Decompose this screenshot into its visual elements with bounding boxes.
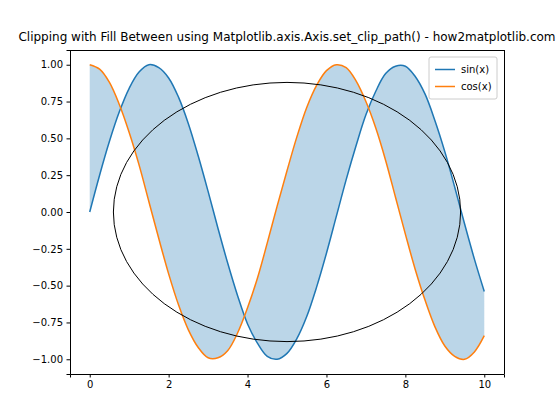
x-tick: 8 xyxy=(403,374,409,390)
y-tick-label: 1.00 xyxy=(41,59,63,70)
x-tick-label: 10 xyxy=(478,379,491,390)
y-tick: −0.75 xyxy=(32,317,70,328)
y-tick-label: 0.75 xyxy=(41,96,63,107)
x-tick: 2 xyxy=(166,374,172,390)
x-tick-label: 2 xyxy=(166,379,172,390)
plot-area xyxy=(90,65,485,360)
legend-swatch xyxy=(435,86,455,88)
x-axis: 0 2 4 6 8 10 xyxy=(71,374,505,390)
legend-label: sin(x) xyxy=(461,64,489,75)
ellipse xyxy=(113,82,460,341)
frame-top xyxy=(70,50,504,51)
x-tick-label: 4 xyxy=(245,379,251,390)
line xyxy=(90,65,485,360)
legend: sin(x) cos(x) xyxy=(429,57,497,99)
title: Clipping with Fill Between using Matplot… xyxy=(18,30,555,44)
y-tick-mark xyxy=(67,138,71,139)
x-tick: 6 xyxy=(324,374,330,390)
y-tick: 0.25 xyxy=(41,170,70,181)
y-tick-mark xyxy=(67,102,71,103)
y-tick-label: 0.50 xyxy=(41,133,63,144)
x-tick-mark xyxy=(248,374,249,378)
y-tick-label: −0.75 xyxy=(32,317,63,328)
x-tick-label: 6 xyxy=(324,379,330,390)
y-tick-mark xyxy=(67,212,71,213)
y-tick: −0.25 xyxy=(32,244,70,255)
y-tick: 0.00 xyxy=(41,207,70,218)
x-axis-line xyxy=(71,375,505,378)
x-tick-mark xyxy=(484,374,485,378)
y-tick-mark xyxy=(67,359,71,360)
y-tick: 1.00 xyxy=(41,59,70,70)
chart: 0 2 4 6 8 10 −1.00 −0.75 −0.50 −0.25 0.00 0.25 0.50 0… xyxy=(0,0,560,420)
y-tick-mark xyxy=(67,175,71,176)
fill-between xyxy=(90,65,485,360)
y-tick-mark xyxy=(67,322,71,323)
frame-right xyxy=(504,50,505,374)
x-tick-mark xyxy=(169,374,170,378)
y-tick: 0.50 xyxy=(41,133,70,144)
plot-background xyxy=(70,50,504,374)
y-tick-label: 0.00 xyxy=(41,207,63,218)
x-tick: 0 xyxy=(87,374,93,390)
y-axis: −1.00 −0.75 −0.50 −0.25 0.00 0.25 0.50 0.75 1.00 xyxy=(32,51,70,375)
legend-box xyxy=(429,57,497,99)
legend-label: cos(x) xyxy=(461,81,492,92)
x-tick-mark xyxy=(90,374,91,378)
line xyxy=(90,65,485,360)
x-tick-label: 8 xyxy=(403,379,409,390)
y-tick-mark xyxy=(67,286,71,287)
y-tick-label: 0.25 xyxy=(41,170,63,181)
y-tick-mark xyxy=(67,249,71,250)
y-tick: −1.00 xyxy=(32,354,70,365)
y-tick-label: −0.25 xyxy=(32,244,63,255)
y-axis-line xyxy=(67,51,71,375)
x-tick: 4 xyxy=(245,374,251,390)
x-tick-label: 0 xyxy=(87,379,93,390)
y-tick: −0.50 xyxy=(32,280,70,291)
x-tick: 10 xyxy=(478,374,491,390)
y-tick: 0.75 xyxy=(41,96,70,107)
legend-swatch xyxy=(435,69,455,71)
y-tick-label: −0.50 xyxy=(32,280,63,291)
x-tick-mark xyxy=(405,374,406,378)
y-tick-label: −1.00 xyxy=(32,354,63,365)
x-tick-mark xyxy=(326,374,327,378)
y-tick-mark xyxy=(67,65,71,66)
